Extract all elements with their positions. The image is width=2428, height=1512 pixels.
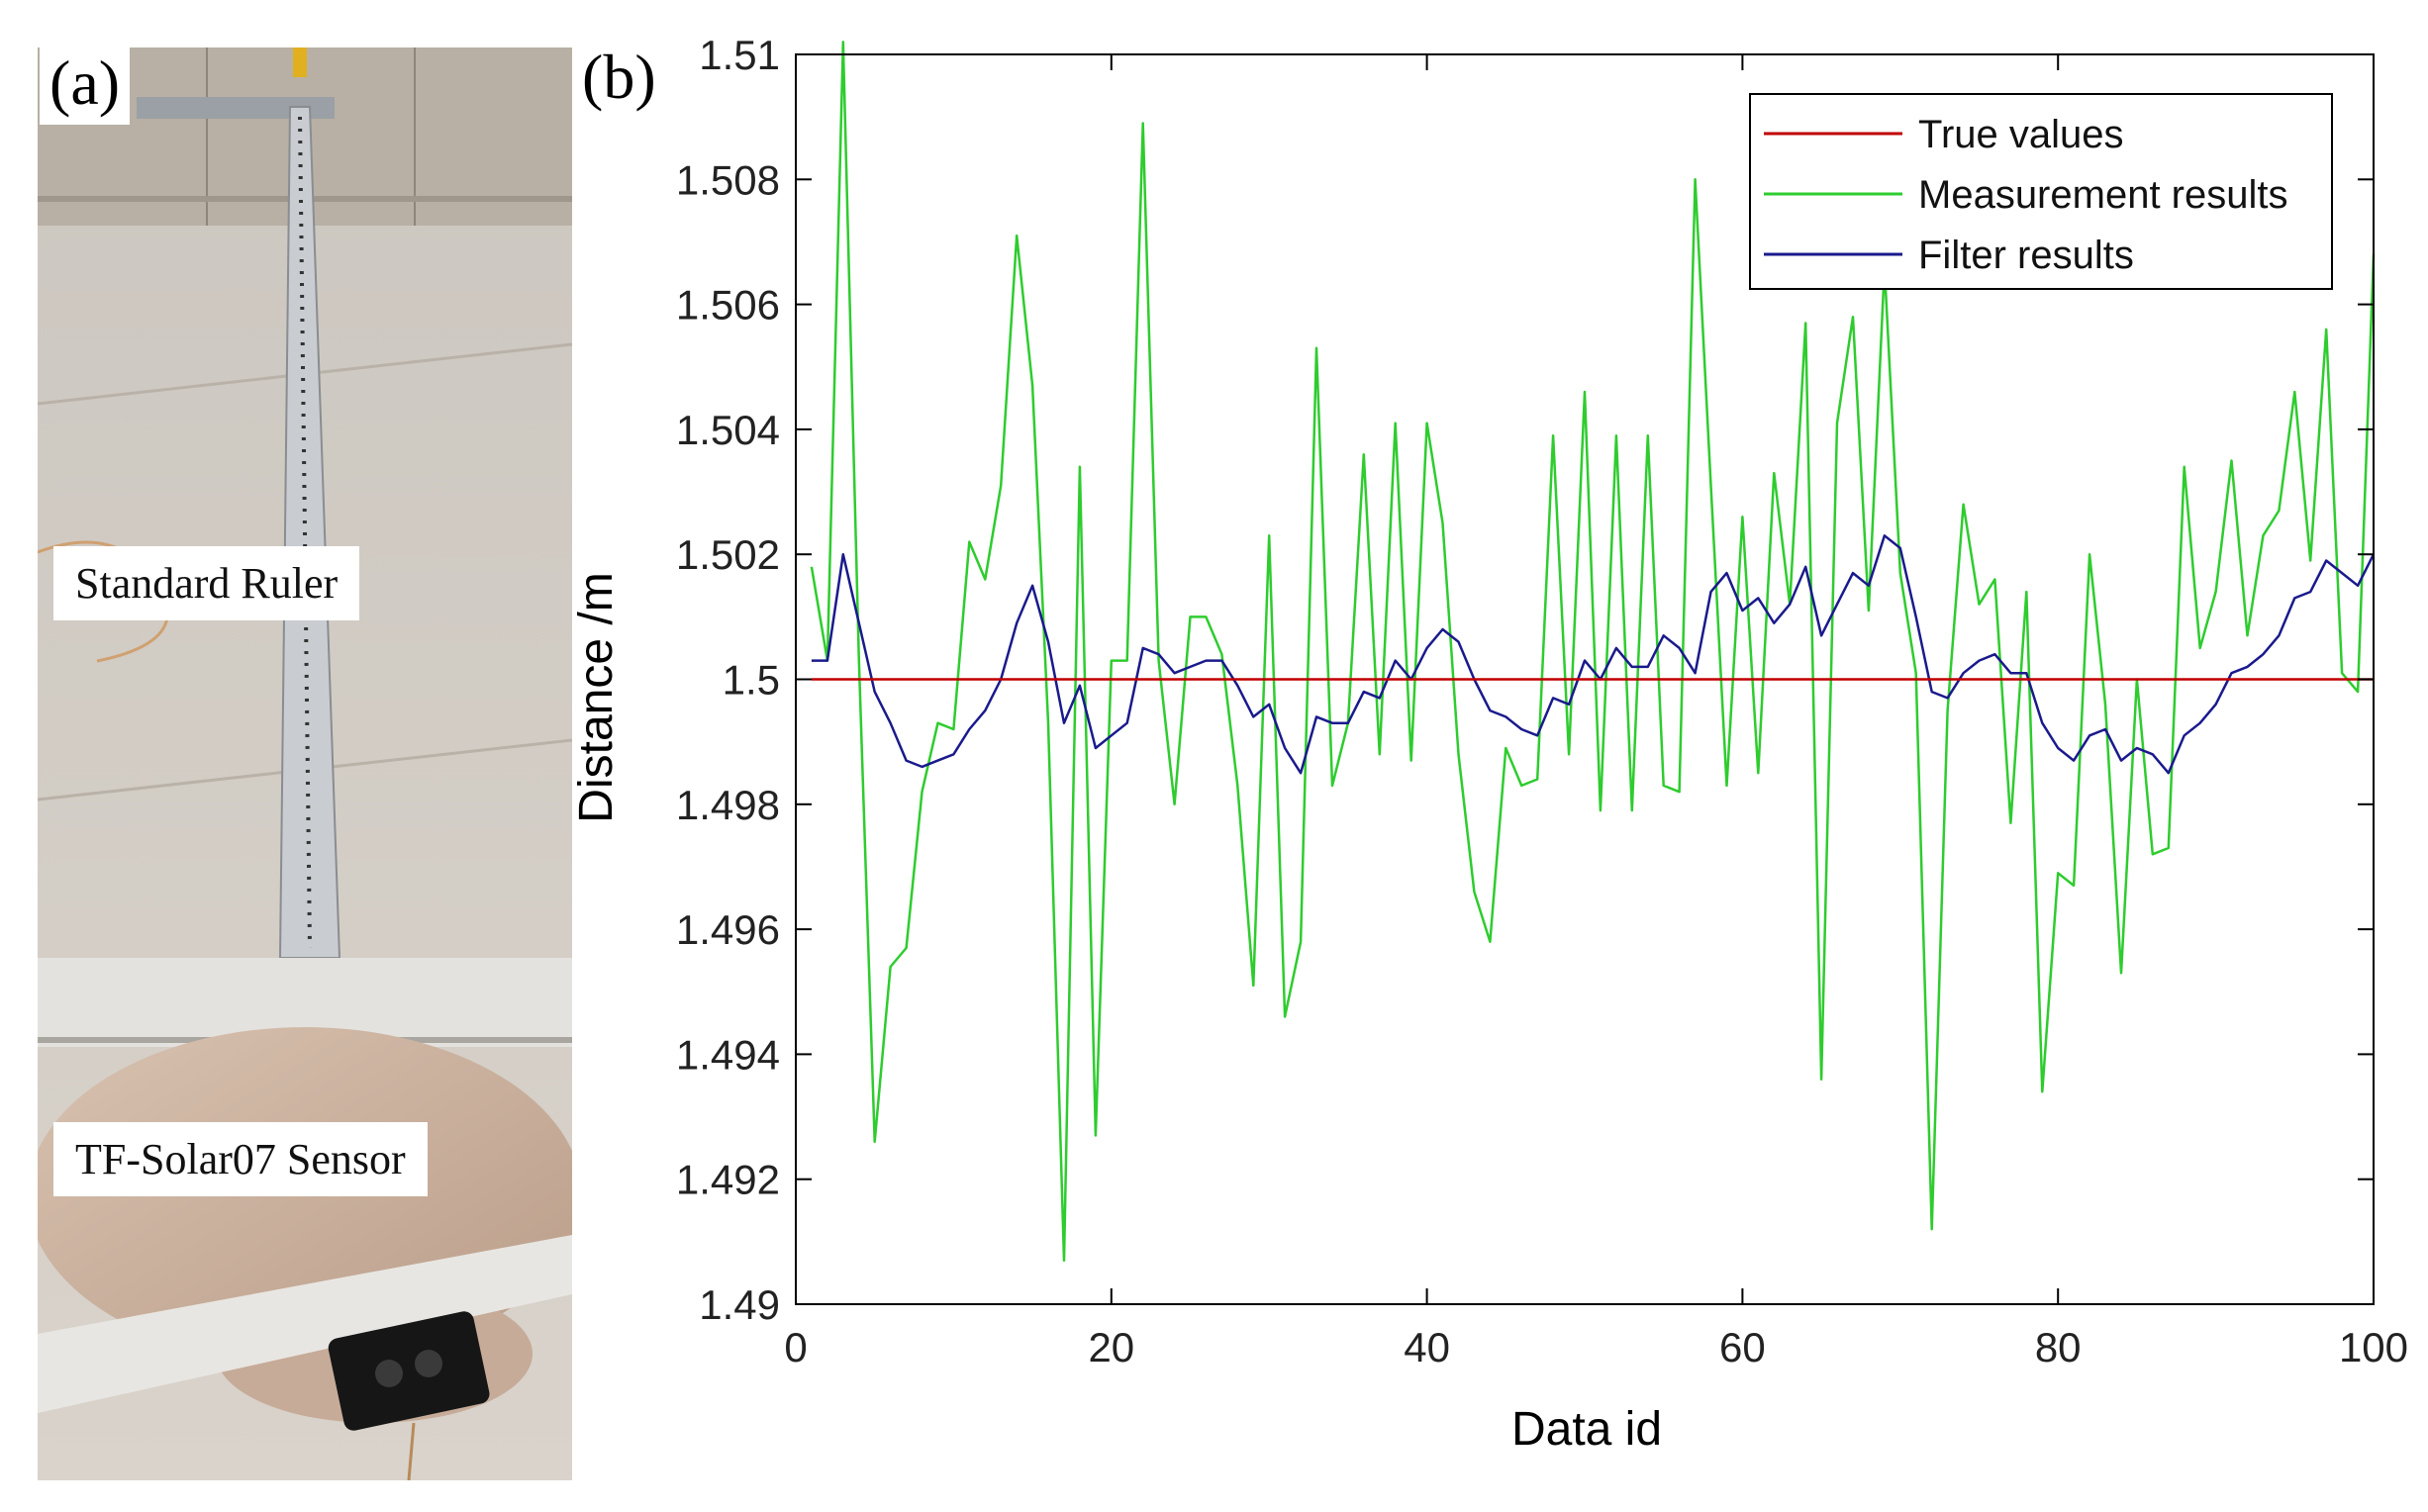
legend: True values Measurement results Filter res… <box>1749 93 2333 290</box>
y-tick-label: 1.496 <box>676 906 780 953</box>
experiment-photo <box>38 47 572 1480</box>
y-tick-label: 1.51 <box>699 32 780 78</box>
y-tick-label: 1.5 <box>723 657 780 704</box>
sensor-lens-right <box>415 1350 442 1377</box>
cabinet-seam <box>414 47 416 226</box>
measurement-results-line <box>810 41 2376 1263</box>
sensor-wire <box>407 1422 416 1480</box>
y-tick-label: 1.502 <box>676 531 780 578</box>
series-layer <box>810 41 2376 1263</box>
sensor-lens-left <box>375 1360 403 1387</box>
x-tick-label: 80 <box>2035 1324 2082 1370</box>
y-axis-label: Distance /m <box>572 572 623 822</box>
bench <box>38 1235 572 1413</box>
ruler-ticks <box>298 116 312 949</box>
legend-entry-filter-results: Filter results <box>1918 234 2134 277</box>
ruler-clip <box>293 47 307 77</box>
distance-chart: 0 20 40 60 80 1001.491.4921.4941.4961.4981.51… <box>572 32 2408 1456</box>
mounting-bar <box>137 97 335 119</box>
caption-standard-ruler: Standard Ruler <box>53 546 360 620</box>
legend-box <box>1749 93 2333 290</box>
legend-entry-true-values: True values <box>1918 113 2124 156</box>
caption-sensor: TF-Solar07 Sensor <box>53 1122 428 1196</box>
y-tick-label: 1.506 <box>676 282 780 329</box>
y-tick-label: 1.494 <box>676 1031 780 1078</box>
x-axis-label: Data id <box>1511 1403 1662 1456</box>
filter-results-line <box>811 534 2376 775</box>
panel-a-label: (a) <box>40 46 131 125</box>
y-tick-label: 1.49 <box>699 1281 780 1328</box>
x-tick-label: 100 <box>2339 1324 2408 1370</box>
x-tick-label: 20 <box>1088 1324 1134 1370</box>
axes-layer: 0 20 40 60 80 1001.491.4921.4941.4961.4981.51… <box>676 32 2408 1370</box>
x-tick-label: 60 <box>1719 1324 1766 1370</box>
x-tick-label: 40 <box>1404 1324 1450 1370</box>
x-tick-label: 0 <box>784 1324 807 1370</box>
y-tick-label: 1.498 <box>676 782 780 828</box>
photo-illustration <box>38 47 572 1480</box>
legend-entry-measurement-results: Measurement results <box>1918 173 2287 217</box>
panel-b-label: (b) <box>582 42 656 112</box>
cabinet-seam <box>206 47 208 226</box>
tf-solar07-sensor <box>328 1311 490 1431</box>
y-tick-label: 1.504 <box>676 407 780 453</box>
y-tick-label: 1.492 <box>676 1157 780 1203</box>
y-tick-label: 1.508 <box>676 156 780 203</box>
